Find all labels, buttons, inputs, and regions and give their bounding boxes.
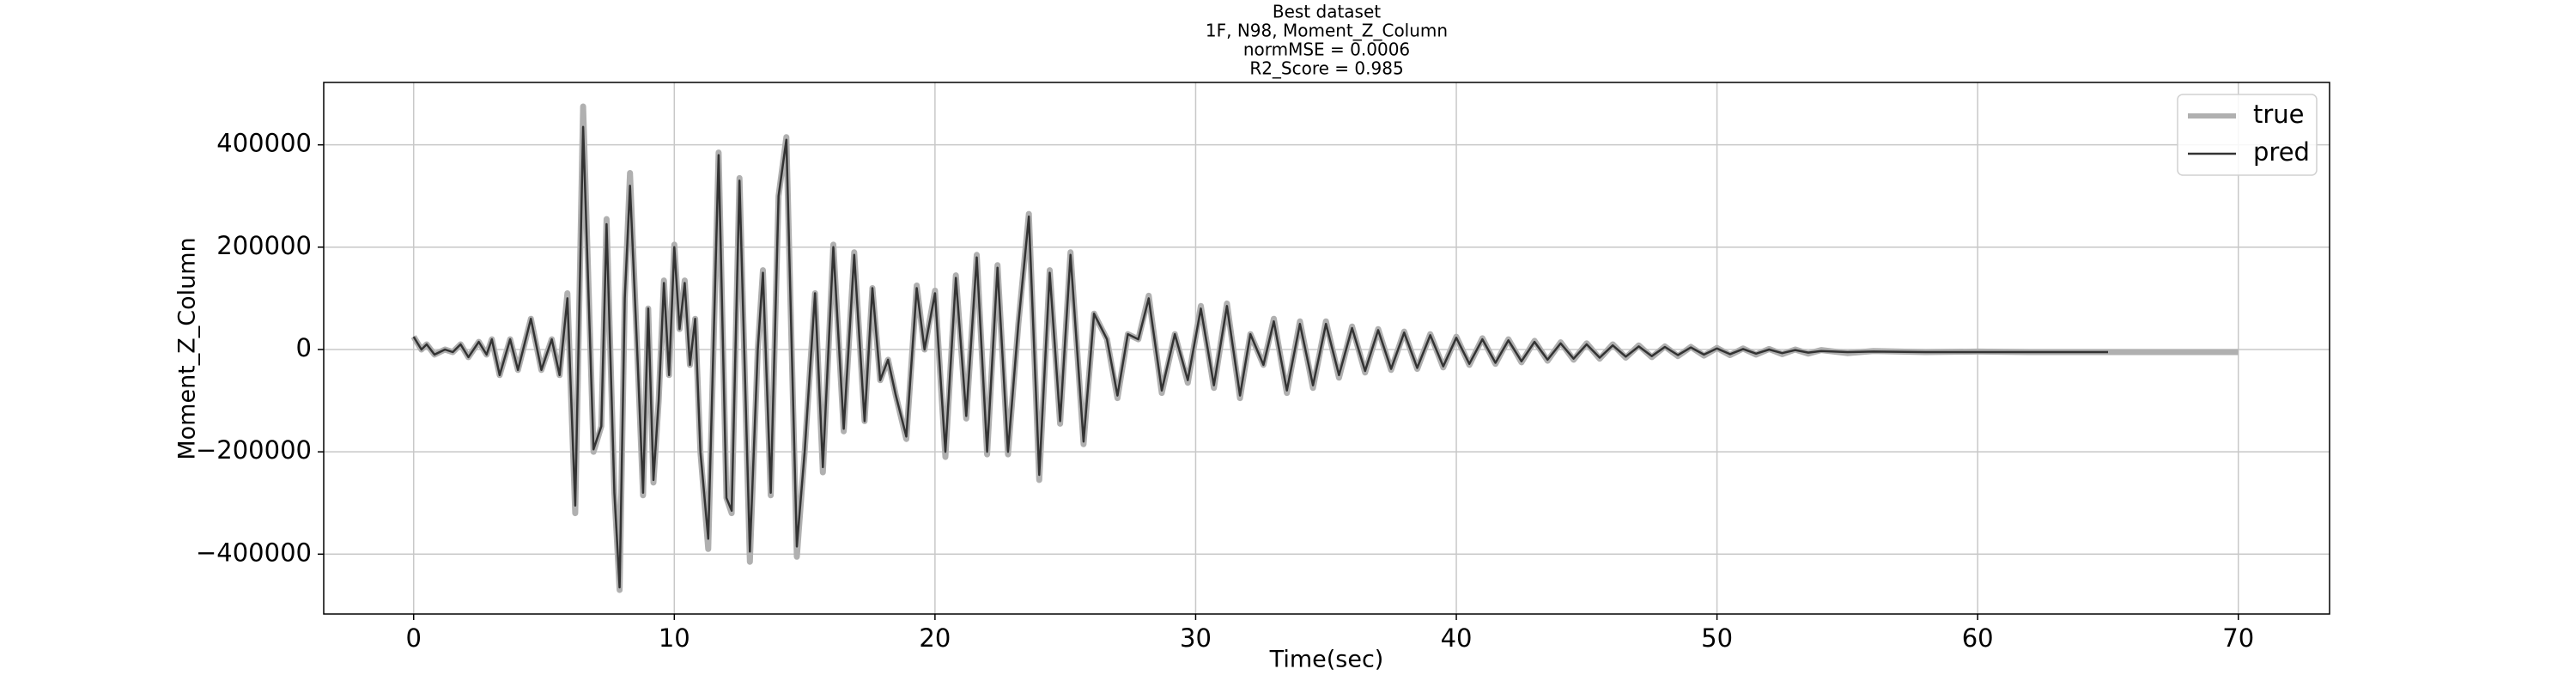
x-axis-label: Time(sec) — [1269, 647, 1384, 673]
legend-label: pred — [2253, 137, 2310, 167]
y-tick-label: −400000 — [196, 538, 312, 567]
y-axis-label: Moment_Z_Column — [174, 237, 201, 459]
chart-title: Best dataset — [1273, 2, 1381, 22]
legend-label: true — [2253, 100, 2305, 129]
y-tick-label: 0 — [296, 333, 312, 362]
x-tick-label: 30 — [1180, 623, 1212, 653]
chart-subtitle: R2_Score = 0.985 — [1249, 58, 1403, 79]
y-tick-label: −200000 — [196, 435, 312, 465]
x-tick-label: 50 — [1701, 623, 1733, 653]
chart-subtitle: 1F, N98, Moment_Z_Column — [1206, 21, 1448, 41]
x-tick-label: 70 — [2222, 623, 2254, 653]
x-tick-label: 60 — [1962, 623, 1994, 653]
series-line — [412, 125, 2108, 589]
x-tick-label: 20 — [919, 623, 951, 653]
plot-frame — [323, 82, 2330, 615]
y-tick-label: 200000 — [216, 231, 312, 260]
x-tick-label: 0 — [406, 623, 422, 653]
x-tick-label: 40 — [1441, 623, 1473, 653]
chart-subtitle: normMSE = 0.0006 — [1243, 40, 1410, 60]
x-tick-label: 10 — [659, 623, 690, 653]
y-tick-label: 400000 — [216, 129, 312, 158]
